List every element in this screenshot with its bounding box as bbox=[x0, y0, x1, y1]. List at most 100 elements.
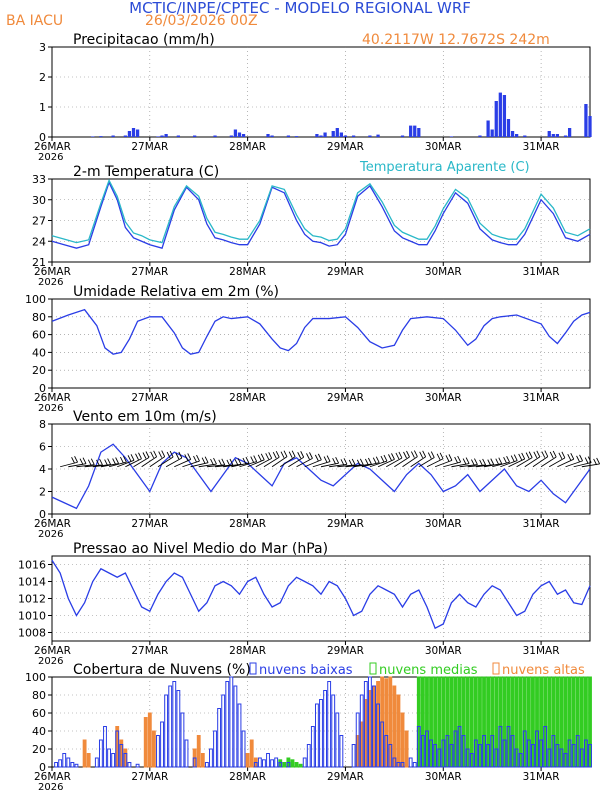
wind-barb-flag bbox=[506, 456, 511, 463]
x-year-label: 2026 bbox=[38, 782, 63, 792]
cloud-low-bar bbox=[339, 735, 344, 768]
x-tick-label: 30MAR bbox=[425, 771, 462, 783]
wind-barb-flag bbox=[398, 451, 403, 459]
legend-apparent-temp: Temperatura Aparente (C) bbox=[359, 160, 530, 175]
cloud-low-bar bbox=[204, 762, 209, 768]
wind-barb bbox=[394, 456, 410, 468]
x-tick-label: 31MAR bbox=[523, 141, 560, 153]
run-date: 26/03/2026 00Z bbox=[145, 13, 258, 29]
wind-barb-flag bbox=[558, 452, 563, 460]
wind-barb-flag bbox=[462, 458, 467, 465]
precip-bar bbox=[368, 135, 372, 137]
cloud-low-bar bbox=[588, 744, 592, 768]
wind-barb-flag bbox=[454, 456, 459, 464]
wind-barb bbox=[157, 456, 174, 468]
cloud-low-bar bbox=[445, 735, 450, 768]
cloud-low-bar bbox=[478, 744, 482, 768]
cloud-low-bar bbox=[323, 690, 328, 768]
precip-bar bbox=[241, 134, 246, 137]
precip-bar bbox=[376, 134, 380, 137]
wind-barb-flag bbox=[448, 454, 453, 461]
x-tick-label: 29MAR bbox=[327, 141, 364, 153]
wind-barb bbox=[385, 457, 403, 468]
cloud-mid-bar bbox=[282, 762, 287, 768]
legend-label: nuvens baixas bbox=[259, 663, 353, 678]
x-tick-label: 26MAR bbox=[34, 518, 71, 530]
wind-barb bbox=[540, 456, 557, 468]
precip-bar bbox=[135, 129, 140, 137]
wind-barb-flag bbox=[391, 453, 395, 460]
y-tick-label: 27 bbox=[32, 215, 46, 228]
precip-bar bbox=[164, 134, 168, 137]
wind-barb-flag bbox=[332, 457, 337, 465]
wind-barb-flag bbox=[351, 458, 356, 466]
precip-bar bbox=[111, 135, 115, 137]
wind-barb-flag bbox=[383, 454, 388, 462]
cloud-low-bar bbox=[563, 753, 568, 768]
x-year-label: 2026 bbox=[38, 277, 63, 288]
cloud-low-bar bbox=[115, 730, 120, 768]
wind-barb-flag bbox=[528, 451, 533, 458]
precip-bar bbox=[266, 134, 270, 137]
cloud-high-bar bbox=[200, 753, 205, 768]
y-tick-label: 100 bbox=[25, 293, 46, 306]
x-tick-label: 26MAR bbox=[34, 266, 71, 278]
wind-barb-flag bbox=[536, 450, 541, 458]
cloud-low-bar bbox=[192, 757, 197, 768]
wind-barb-flag bbox=[533, 451, 538, 459]
wind-barb-flag bbox=[372, 457, 377, 464]
cloud-low-bar bbox=[306, 744, 311, 768]
wind-barb-flag bbox=[439, 452, 444, 459]
y-tick-label: 1012 bbox=[18, 593, 46, 606]
cloud-low-bar bbox=[531, 744, 535, 768]
x-tick-label: 31MAR bbox=[523, 645, 560, 657]
wind-barb-flag bbox=[430, 451, 435, 458]
y-tick-label: 6 bbox=[39, 441, 46, 454]
wind-barb-flag bbox=[561, 451, 566, 459]
wind-barb-flag bbox=[552, 450, 557, 458]
cloud-low-bar bbox=[164, 694, 169, 768]
wind-barb bbox=[263, 456, 280, 468]
y-tick-label: 1008 bbox=[18, 627, 46, 640]
wind-barb-flag bbox=[482, 458, 487, 466]
cloud-low-bar bbox=[221, 694, 226, 768]
wind-barb bbox=[426, 458, 444, 468]
wind-barb bbox=[255, 457, 272, 468]
y-tick-label: 80 bbox=[32, 689, 46, 702]
wind-barb-flag bbox=[135, 453, 139, 460]
wind-barb-flag bbox=[178, 451, 183, 459]
wind-barb-flag bbox=[153, 450, 158, 457]
wind-barb-flag bbox=[340, 459, 345, 466]
x-tick-label: 28MAR bbox=[229, 645, 266, 657]
cloud-low-bar bbox=[319, 699, 323, 768]
cloud-low-bar bbox=[376, 703, 380, 768]
cloud-high-bar bbox=[147, 712, 152, 768]
temperature-panel: 21 24 27 30 33 26MAR 27MAR 28MAR 29MAR 30MAR 31MAR… bbox=[32, 160, 591, 288]
wind-barb bbox=[549, 457, 566, 468]
precip-bar bbox=[478, 135, 482, 137]
wind-barb-flag bbox=[359, 458, 364, 466]
x-tick-label: 26MAR bbox=[34, 771, 71, 783]
wind-barb bbox=[141, 456, 157, 468]
x-tick-label: 30MAR bbox=[425, 141, 462, 153]
cloud-low-bar bbox=[420, 735, 425, 768]
wind-barb bbox=[149, 456, 165, 468]
wind-barb-flag bbox=[457, 455, 462, 463]
wind-barb bbox=[410, 456, 426, 468]
precip-bar bbox=[323, 132, 327, 137]
wind-barb-flag bbox=[90, 458, 95, 465]
y-tick-label: 0 bbox=[39, 508, 46, 521]
wind-barb-flag bbox=[265, 453, 270, 460]
humidity-panel: 0 20 40 60 80 100 26MAR 27MAR 28MAR 29MAR 30MAR 31M… bbox=[25, 284, 591, 414]
wind-barb-flag bbox=[138, 452, 142, 459]
wind-barb bbox=[117, 459, 135, 468]
panel-title: Vento em 10m (m/s) bbox=[73, 409, 217, 425]
cloud-low-bar bbox=[355, 712, 360, 768]
cloud-low-bar bbox=[555, 744, 560, 768]
cloud-low-bar bbox=[233, 685, 238, 768]
wind-barb-flag bbox=[166, 451, 171, 459]
temperature-line bbox=[51, 180, 591, 249]
cloud-low-bar bbox=[217, 708, 222, 768]
cloud-low-bar bbox=[302, 757, 307, 768]
cloud-low-bar bbox=[388, 744, 393, 768]
